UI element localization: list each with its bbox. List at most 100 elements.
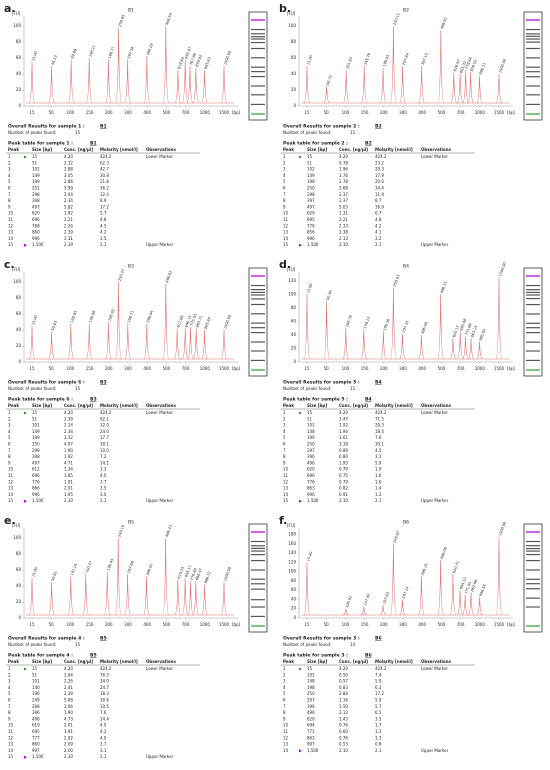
marker-flag [299,411,302,415]
chart-title: B5 [128,520,134,526]
table-cell: 1,500 [307,498,319,503]
peak-label: 496.33 [165,524,173,537]
table-cell: Upper Marker [421,498,449,503]
table-cell: 1,500 [32,498,44,503]
x-tick-label: 100 [342,622,350,627]
table-cell: 9 [283,204,286,209]
peak-label: 396.02 [146,563,154,576]
gel-band [526,47,540,50]
table-cell: 497 [32,204,40,209]
table-cell: 4.9 [100,723,107,728]
panel-label: e. [4,514,16,527]
table-cell: Lower Marker [421,410,448,415]
table-cell: 6.5 [375,710,382,715]
table-cell: 20.6 [375,179,384,184]
peak [220,65,228,104]
table-cell: 2.1 [375,498,382,503]
panel-label: f. [279,514,287,527]
table-cell: Upper Marker [421,748,449,753]
table-cell: 620 [307,716,315,721]
peak-label: 778.64 [465,56,473,70]
table-cell: 30.1 [375,442,384,447]
y-tick-label: 0 [293,359,296,364]
gel-band [251,85,265,87]
table-header: Observations [421,147,452,152]
table-cell: 8.9 [100,198,107,203]
peaks-value: 14 [350,642,356,647]
table-cell: 2.1 [375,748,382,753]
table-cell: 1,500 [307,242,319,247]
table-cell: 10 [283,723,289,728]
table-header: Peak [8,659,19,664]
peak-label: 148.88 [88,309,96,323]
table-cell: 14 [8,236,14,241]
peak-label: 496.08 [440,546,448,560]
table-cell: 7 [283,704,286,709]
peak [28,325,36,360]
x-tick-label: 400 [418,110,426,115]
x-tick-label: 200 [380,622,388,627]
x-unit: [bp] [232,366,241,371]
gel-band [251,57,265,59]
peak-label: 1500.00 [498,261,507,277]
table-cell: 779 [307,223,315,228]
table-cell: 30.1 [100,442,109,447]
peak [162,283,170,360]
table-cell: 5 [8,435,11,440]
table-cell: 695 [32,729,40,734]
marker-flag [24,499,27,503]
x-tick-label: 200 [380,366,388,371]
x-unit: [bp] [507,622,516,627]
peak [380,331,387,360]
peak [192,67,200,104]
gel-band [526,289,540,291]
table-header: Observations [421,403,452,408]
gel-band [526,327,540,329]
peak-label: 250.12 [393,12,401,25]
table-cell: 2.13 [339,236,348,241]
table-cell: 3.1 [375,454,382,459]
table-cell: 1.31 [339,211,348,216]
x-tick-label: 50 [49,366,55,371]
marker-flag [299,667,302,671]
peak [48,581,55,616]
peak-label: 99.86 [70,48,78,60]
table-cell: 5 [283,179,286,184]
table-cell: 1.6 [375,473,382,478]
peak [476,341,483,360]
table-cell: 397 [307,198,315,203]
y-tick-label: 20 [291,606,297,611]
results-sample: B1 [100,124,107,130]
gel-band [526,341,540,343]
gel-band [526,313,540,315]
table-cell: 398 [32,454,40,459]
table-cell: 6 [283,442,286,447]
table-cell: 12 [283,479,289,484]
table-cell: 5.7 [100,211,107,216]
x-tick-label: 1500 [219,366,230,371]
x-unit: [bp] [507,110,516,115]
table-cell: 1.94 [339,429,348,434]
table-cell: 1.90 [64,710,73,715]
table-cell: 2.31 [64,236,73,241]
table-cell: 14 [283,236,289,241]
x-tick-label: 15 [304,622,310,627]
peak [418,65,425,104]
table-cell: 15 [32,410,38,415]
peak [462,594,469,616]
table-cell: 0.8 [375,742,382,747]
table-cell: 14 [283,492,289,497]
table-cell: 76.3 [100,672,109,677]
x-tick-label: 15 [29,110,35,115]
table-sample: B6 [365,653,372,659]
table-cell: 1 [8,410,11,415]
y-tick-label: 100 [288,23,296,28]
table-cell: 149 [307,173,315,178]
table-cell: 3.68 [339,186,348,191]
x-tick-label: 300 [399,622,407,627]
table-cell: 771 [307,729,315,734]
table-cell: 3.3 [100,467,107,472]
table-cell: 18.4 [375,429,384,434]
table-cell: 4 [8,429,11,434]
table-cell: 34.4 [375,186,384,191]
